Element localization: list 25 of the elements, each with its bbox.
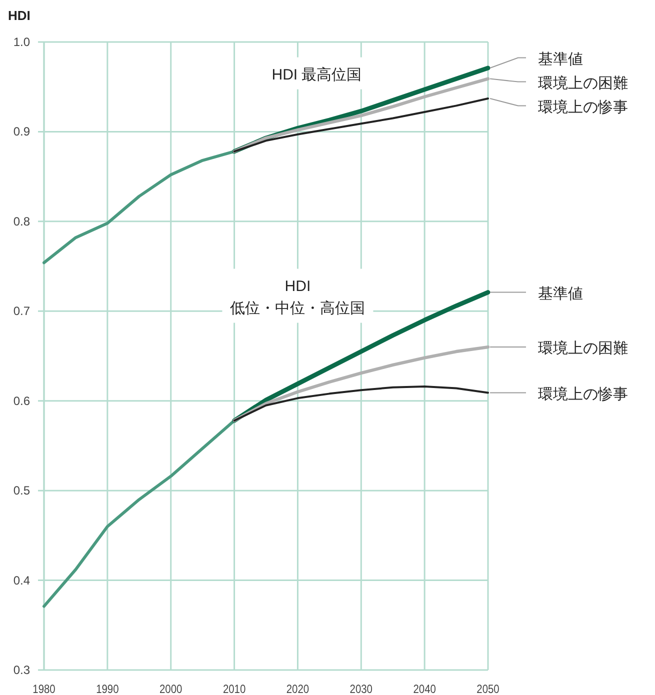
x-tick-label: 2010	[222, 683, 246, 695]
text: 環境上の困難	[538, 340, 628, 358]
text: 環境上の困難	[538, 74, 628, 92]
x-tick-label: 2030	[350, 683, 372, 695]
text: 基準値	[538, 285, 583, 302]
y-tick-label: 0.3	[13, 663, 30, 677]
text: 環境上の惨事	[538, 98, 628, 116]
x-tick-label: 2000	[160, 683, 182, 695]
y-tick-label: 0.8	[13, 214, 30, 228]
x-tick-label: 2020	[286, 683, 310, 695]
y-tick-label: 0.7	[13, 304, 30, 318]
y-axis-title: HDI	[8, 8, 30, 23]
y-tick-label: 0.6	[13, 394, 30, 408]
y-tick-label: 0.5	[13, 484, 30, 498]
y-tick-label: 1.0	[13, 35, 30, 49]
x-tick-label: 2040	[413, 683, 436, 695]
text: 基準値	[538, 50, 583, 68]
x-tick-label: 2050	[476, 683, 500, 695]
x-tick-label: 1990	[96, 683, 119, 695]
y-tick-label: 0.9	[13, 124, 30, 139]
annotation: HDI 最高位国	[272, 66, 362, 84]
x-tick-label: 1980	[32, 683, 56, 695]
annotation: HDI 低位・中位・高位国	[230, 278, 366, 317]
text: 環境上の惨事	[538, 386, 628, 403]
y-tick-label: 0.4	[13, 573, 30, 588]
